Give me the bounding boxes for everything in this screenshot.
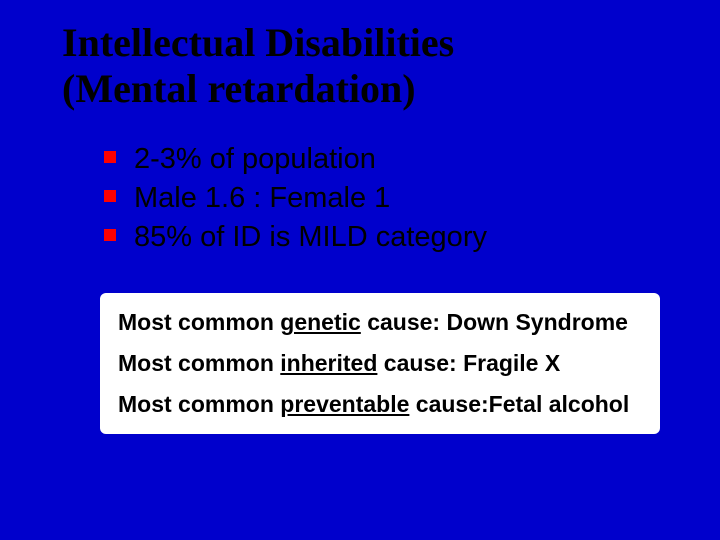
cause-keyword: inherited — [280, 350, 377, 376]
title-line-2: (Mental retardation) — [62, 66, 416, 111]
bullet-item: Male 1.6 : Female 1 — [104, 179, 670, 218]
bullet-item: 85% of ID is MILD category — [104, 218, 670, 257]
causes-box: Most common genetic cause: Down Syndrome… — [100, 293, 660, 434]
cause-keyword: preventable — [280, 391, 409, 417]
cause-answer: Fetal alcohol — [489, 391, 630, 417]
cause-row: Most common preventable cause:Fetal alco… — [118, 393, 644, 416]
slide-title: Intellectual Disabilities (Mental retard… — [62, 20, 670, 112]
cause-prefix: Most common — [118, 309, 280, 335]
cause-suffix: cause: — [377, 350, 463, 376]
slide: Intellectual Disabilities (Mental retard… — [0, 0, 720, 540]
bullet-list: 2-3% of population Male 1.6 : Female 1 8… — [104, 140, 670, 257]
cause-row: Most common inherited cause: Fragile X — [118, 352, 644, 375]
cause-row: Most common genetic cause: Down Syndrome — [118, 311, 644, 334]
cause-answer: Fragile X — [463, 350, 560, 376]
cause-suffix: cause: — [409, 391, 488, 417]
cause-suffix: cause: — [361, 309, 447, 335]
bullet-text: 85% of ID is MILD category — [134, 221, 487, 253]
bullet-text: 2-3% of population — [134, 143, 376, 175]
cause-answer: Down Syndrome — [446, 309, 627, 335]
cause-keyword: genetic — [280, 309, 361, 335]
cause-prefix: Most common — [118, 391, 280, 417]
title-line-1: Intellectual Disabilities — [62, 20, 454, 65]
bullet-item: 2-3% of population — [104, 140, 670, 179]
bullet-text: Male 1.6 : Female 1 — [134, 182, 390, 214]
cause-prefix: Most common — [118, 350, 280, 376]
